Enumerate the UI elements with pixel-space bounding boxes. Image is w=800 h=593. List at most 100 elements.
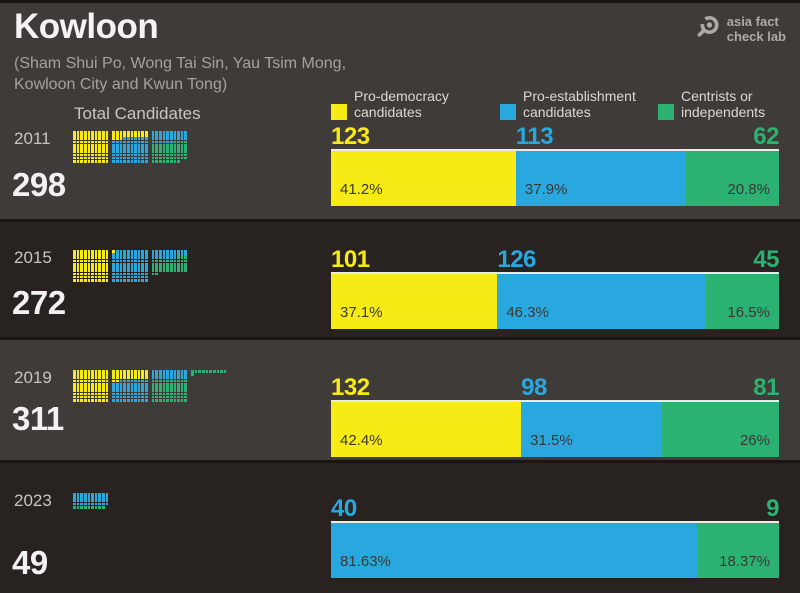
candidate-dot bbox=[105, 395, 109, 399]
candidate-dot bbox=[169, 253, 173, 256]
candidate-dot bbox=[73, 376, 76, 380]
candidate-dot bbox=[94, 266, 98, 269]
candidate-dot bbox=[145, 262, 148, 266]
candidate-dot bbox=[112, 266, 115, 269]
candidate-dot bbox=[145, 395, 148, 399]
candidate-dot bbox=[145, 134, 148, 137]
candidate-dot bbox=[177, 376, 180, 380]
candidate-dot bbox=[162, 147, 166, 150]
candidate-dot bbox=[123, 373, 126, 376]
candidate-dot bbox=[130, 379, 134, 383]
candidate-dot bbox=[102, 399, 105, 402]
bar-segment-blue: 37.9% bbox=[515, 151, 686, 206]
candidate-dot bbox=[162, 386, 166, 389]
candidate-dot bbox=[83, 382, 87, 386]
candidate-dot bbox=[98, 382, 102, 386]
candidate-dot bbox=[166, 134, 169, 137]
candidate-dot bbox=[83, 389, 87, 392]
candidate-dot bbox=[80, 269, 83, 272]
candidate-dot bbox=[119, 156, 123, 160]
candidate-dot bbox=[177, 386, 180, 389]
candidate-dot bbox=[141, 386, 145, 389]
candidate-dot bbox=[173, 266, 177, 269]
candidate-dot bbox=[87, 370, 91, 373]
candidate-dot bbox=[177, 370, 180, 373]
candidate-dot bbox=[102, 493, 105, 496]
candidate-dot bbox=[98, 279, 102, 282]
segment-count-green: 62 bbox=[753, 123, 779, 150]
candidate-dot bbox=[134, 275, 137, 279]
candidate-dot bbox=[76, 279, 80, 282]
candidate-dot bbox=[155, 134, 158, 137]
candidate-dot bbox=[159, 134, 162, 137]
candidate-dot bbox=[180, 253, 184, 256]
candidate-dot bbox=[80, 373, 83, 376]
candidate-dot bbox=[169, 379, 173, 383]
candidate-dot bbox=[73, 131, 76, 134]
candidate-dot bbox=[94, 392, 98, 396]
candidate-dot bbox=[173, 143, 177, 147]
candidate-dot bbox=[116, 275, 119, 279]
candidate-dot bbox=[91, 153, 94, 157]
candidate-dot bbox=[177, 147, 180, 150]
candidate-dot bbox=[159, 379, 162, 383]
candidate-dot bbox=[116, 373, 119, 376]
candidate-dot bbox=[145, 389, 148, 392]
candidate-dot bbox=[73, 269, 76, 272]
candidate-dot bbox=[173, 392, 177, 396]
candidate-dot bbox=[119, 392, 123, 396]
candidate-dot bbox=[116, 386, 119, 389]
candidate-dot bbox=[134, 399, 137, 402]
candidate-dot bbox=[116, 395, 119, 399]
candidate-dot bbox=[130, 382, 134, 386]
candidate-dot bbox=[123, 386, 126, 389]
candidate-dot bbox=[123, 272, 126, 276]
candidate-dot bbox=[141, 266, 145, 269]
candidate-dot bbox=[145, 373, 148, 376]
row-chart: 40 9 81.63% 18.37% bbox=[331, 497, 779, 578]
candidate-dot bbox=[141, 395, 145, 399]
candidate-dot bbox=[130, 256, 134, 260]
candidate-dot bbox=[116, 259, 119, 263]
candidate-dot bbox=[155, 137, 158, 141]
candidate-dot bbox=[151, 389, 155, 392]
candidate-dot bbox=[91, 399, 94, 402]
candidate-dot bbox=[91, 493, 94, 496]
candidate-dot bbox=[116, 250, 119, 253]
candidate-dot bbox=[126, 147, 130, 150]
candidate-dot bbox=[184, 373, 188, 376]
candidate-dot bbox=[76, 499, 80, 503]
candidate-dot bbox=[102, 272, 105, 276]
candidate-dot bbox=[102, 376, 105, 380]
candidate-dot bbox=[145, 131, 148, 134]
candidate-dot bbox=[73, 382, 76, 386]
candidate-dot bbox=[73, 150, 76, 153]
candidate-dot bbox=[98, 493, 102, 496]
candidate-dot bbox=[112, 272, 115, 276]
band-2023: 2023 49 40 9 81.63% 18.37% bbox=[0, 460, 800, 593]
candidate-dot bbox=[105, 250, 109, 253]
candidate-dot bbox=[180, 392, 184, 396]
candidate-dot bbox=[173, 256, 177, 260]
candidate-dot bbox=[73, 373, 76, 376]
candidate-dot bbox=[83, 395, 87, 399]
candidate-dot bbox=[162, 399, 166, 402]
candidate-dot bbox=[177, 266, 180, 269]
candidate-dot bbox=[116, 143, 119, 147]
candidate-dot bbox=[98, 392, 102, 396]
candidate-dot bbox=[116, 147, 119, 150]
candidate-dot bbox=[87, 496, 91, 499]
candidate-dot bbox=[102, 156, 105, 160]
candidate-dot bbox=[130, 399, 134, 402]
candidate-dot bbox=[130, 373, 134, 376]
candidate-dot bbox=[87, 376, 91, 380]
candidate-dot bbox=[184, 376, 188, 380]
candidate-dot bbox=[76, 496, 80, 499]
candidate-dot bbox=[123, 143, 126, 147]
candidate-dot bbox=[173, 147, 177, 150]
candidate-dot bbox=[184, 140, 188, 144]
total-candidates-value: 311 bbox=[12, 400, 64, 437]
candidate-dot bbox=[159, 140, 162, 144]
candidate-dot bbox=[159, 262, 162, 266]
candidate-dot bbox=[98, 389, 102, 392]
